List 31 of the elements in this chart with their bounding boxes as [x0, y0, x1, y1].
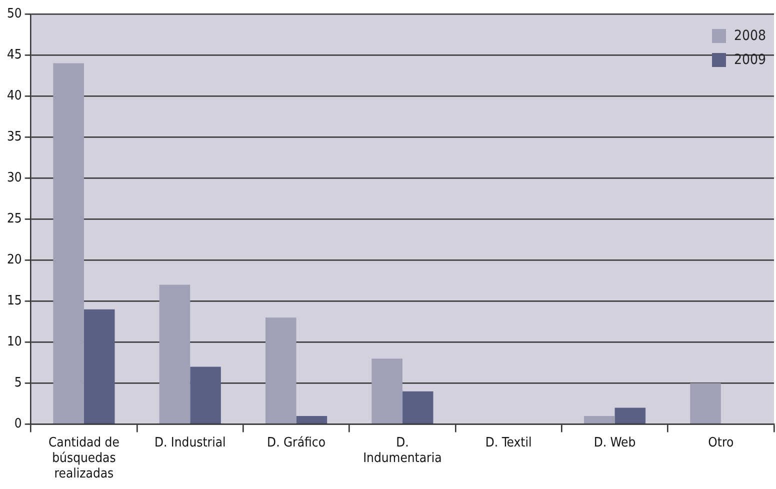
legend-label: 2008 [734, 28, 766, 44]
x-tick-label: D. Textil [485, 435, 532, 450]
y-tick-label: 50 [6, 6, 22, 22]
bar [402, 391, 434, 424]
x-tick-label: Cantidad de búsquedas realizadas [48, 435, 120, 482]
y-tick-label: 45 [6, 47, 22, 62]
bar [614, 408, 646, 424]
bar [84, 309, 115, 424]
x-tick-label: Otro [708, 435, 734, 450]
bar [690, 383, 721, 424]
x-tick-label: D. Industrial [154, 435, 226, 450]
bar [53, 63, 84, 424]
y-tick-label: 30 [6, 170, 22, 186]
bar [584, 416, 615, 424]
x-tick-label: D. Web [594, 435, 636, 450]
y-tick-label: 20 [6, 252, 22, 268]
bar [265, 318, 296, 424]
y-tick-label: 15 [6, 294, 22, 309]
y-tick-label: 10 [6, 334, 22, 350]
y-tick-label: 25 [6, 211, 22, 226]
x-tick-label: D. Indumentaria [363, 435, 442, 466]
legend-label: 2009 [734, 52, 766, 68]
y-tick-label: 0 [14, 416, 22, 432]
y-tick-label: 5 [14, 376, 22, 391]
bar [372, 358, 402, 424]
bar [159, 284, 190, 424]
x-tick-label: D. Gráfico [267, 435, 326, 450]
bar [190, 366, 221, 424]
y-tick-label: 35 [6, 129, 22, 144]
y-tick-label: 40 [6, 88, 22, 104]
bar [296, 416, 328, 424]
